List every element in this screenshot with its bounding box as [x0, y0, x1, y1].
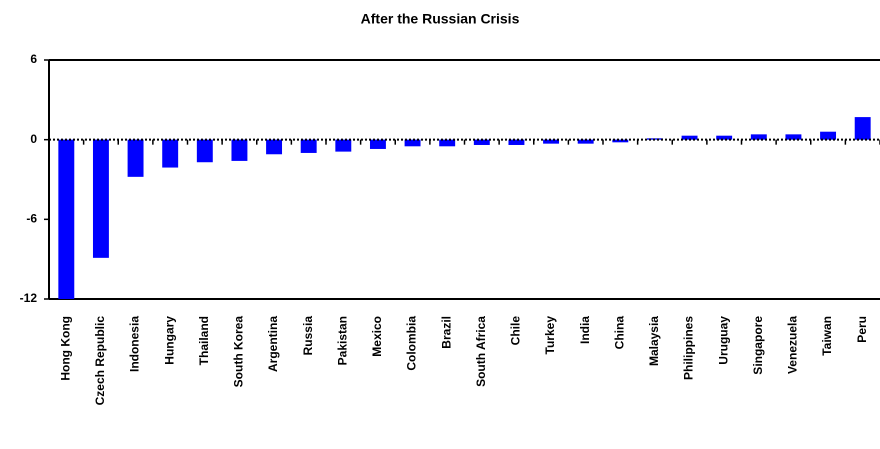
- y-tick-label: -12: [20, 291, 38, 305]
- bar: [369, 139, 386, 149]
- y-tick-label: 0: [30, 132, 37, 146]
- x-tick-label: Czech Republic: [93, 316, 107, 406]
- x-tick-label: Venezuela: [786, 316, 800, 374]
- bar: [508, 139, 525, 145]
- x-tick-label: Hungary: [162, 316, 176, 365]
- bar: [335, 139, 352, 152]
- bar: [681, 135, 698, 140]
- x-tick-label: Malaysia: [647, 316, 661, 366]
- bar: [785, 134, 802, 140]
- bar: [404, 139, 421, 147]
- x-tick-label: Mexico: [370, 316, 384, 357]
- bar: [612, 139, 629, 143]
- x-tick-label: Argentina: [266, 316, 280, 372]
- bar: [820, 131, 837, 140]
- bar: [196, 139, 213, 163]
- bar: [577, 139, 594, 144]
- bar: [300, 139, 317, 153]
- x-tick-label: Uruguay: [716, 316, 730, 365]
- bar: [543, 139, 560, 144]
- x-tick-label: Chile: [509, 316, 523, 346]
- x-tick-label: India: [578, 316, 592, 344]
- x-tick-label: Hong Kong: [58, 316, 72, 381]
- x-tick-label: Indonesia: [128, 316, 142, 372]
- bar: [854, 117, 871, 140]
- y-tick-label: 6: [30, 52, 37, 66]
- x-tick-label: Pakistan: [335, 316, 349, 365]
- bar: [127, 139, 144, 177]
- x-tick-label: Colombia: [405, 316, 419, 371]
- x-tick-label: Taiwan: [820, 316, 834, 356]
- x-tick-label: Thailand: [197, 316, 211, 365]
- x-tick-label: Turkey: [543, 316, 557, 355]
- bar: [439, 139, 456, 147]
- x-tick-label: South Korea: [232, 316, 246, 388]
- bar: [231, 139, 248, 161]
- chart-title: After the Russian Crisis: [361, 11, 520, 27]
- y-tick-label: -6: [26, 212, 37, 226]
- bar: [716, 135, 733, 140]
- x-tick-label: South Africa: [474, 316, 488, 387]
- bar: [92, 139, 109, 258]
- x-tick-label: Peru: [855, 316, 869, 343]
- x-tick-label: China: [612, 316, 626, 350]
- bar: [473, 139, 490, 145]
- x-tick-label: Brazil: [439, 316, 453, 349]
- bar: [162, 139, 179, 168]
- x-tick-label: Philippines: [682, 316, 696, 380]
- bar: [266, 139, 283, 155]
- bar: [750, 134, 767, 140]
- bar: [58, 139, 75, 299]
- x-tick-label: Russia: [301, 316, 315, 356]
- x-tick-label: Singapore: [751, 316, 765, 375]
